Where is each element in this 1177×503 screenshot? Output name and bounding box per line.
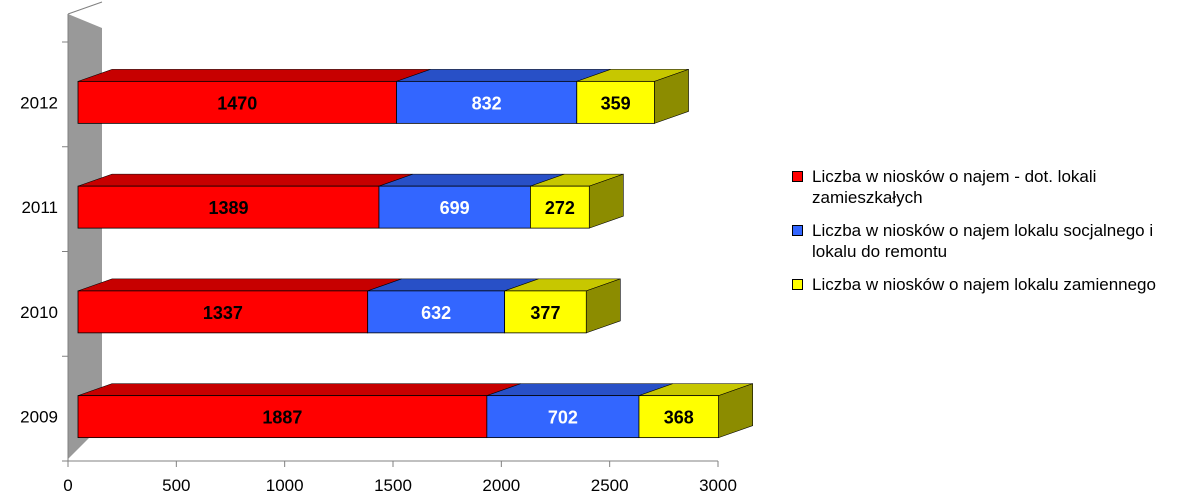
legend-item-social: Liczba w niosków o najem lokalu socjalne… [792, 220, 1172, 262]
x-tick-label: 2000 [482, 476, 520, 495]
bar-1-1 [378, 185, 531, 229]
legend-label-replacement: Liczba w niosków o najem lokalu zamienne… [812, 275, 1156, 294]
x-tick-label: 500 [162, 476, 190, 495]
y-axis-depth-line [67, 1, 103, 15]
data-label: 1389 [208, 198, 248, 218]
legend-swatch-residential [792, 171, 803, 182]
bar-side-0 [654, 68, 689, 124]
bar-0-0 [77, 80, 397, 124]
bar-side-2 [585, 278, 621, 334]
legend-swatch-replacement [792, 279, 803, 290]
bar-top-3-0 [77, 383, 521, 396]
data-label: 702 [548, 408, 578, 428]
bar-2-0 [77, 290, 369, 334]
bar-top-0-0 [77, 69, 431, 82]
data-label: 1470 [217, 93, 257, 113]
legend-item-residential: Liczba w niosków o najem - dot. lokali z… [792, 166, 1172, 208]
bar-side-1 [589, 173, 624, 229]
x-tick-label: 2500 [591, 476, 629, 495]
bar-0-1 [396, 80, 578, 124]
data-label: 699 [440, 198, 470, 218]
legend: Liczba w niosków o najem - dot. lokali z… [792, 166, 1172, 307]
data-label: 832 [472, 93, 502, 113]
data-label: 1887 [262, 408, 302, 428]
legend-item-replacement: Liczba w niosków o najem lokalu zamienne… [792, 274, 1172, 295]
bar-2-1 [367, 290, 506, 334]
category-label: 2009 [20, 408, 58, 427]
bar-3-0 [77, 395, 488, 439]
category-label: 2011 [21, 198, 58, 217]
legend-swatch-social [792, 225, 803, 236]
x-tick-label: 3000 [699, 476, 737, 495]
bar-chart: 0 500 1000 1500 2000 2500 3000 2012 1470 832 359 20… [20, 1, 753, 495]
chart-wall [68, 14, 102, 459]
data-label: 632 [421, 303, 451, 323]
legend-label-social: Liczba w niosków o najem lokalu socjalne… [812, 221, 1154, 261]
x-tick-label: 0 [63, 476, 72, 495]
bar-1-0 [77, 185, 380, 229]
x-tick-label: 1000 [266, 476, 304, 495]
bar-2-2 [504, 290, 587, 334]
bar-1-2 [530, 185, 590, 229]
bar-3-1 [486, 395, 640, 439]
data-label: 359 [601, 93, 631, 113]
data-label: 272 [545, 198, 575, 218]
bar-top-0-1 [396, 69, 611, 82]
bar-top-2-0 [77, 278, 402, 292]
bar-3-2 [638, 395, 720, 439]
category-label: 2010 [20, 303, 58, 322]
data-label: 368 [664, 408, 694, 428]
x-tick-label: 1500 [374, 476, 412, 495]
legend-label-residential: Liczba w niosków o najem - dot. lokali z… [812, 167, 1097, 207]
bar-top-1-0 [77, 173, 414, 187]
bar-side-3 [718, 383, 753, 439]
data-label: 1337 [203, 303, 243, 323]
category-label: 2012 [20, 93, 58, 112]
data-label: 377 [530, 303, 560, 323]
